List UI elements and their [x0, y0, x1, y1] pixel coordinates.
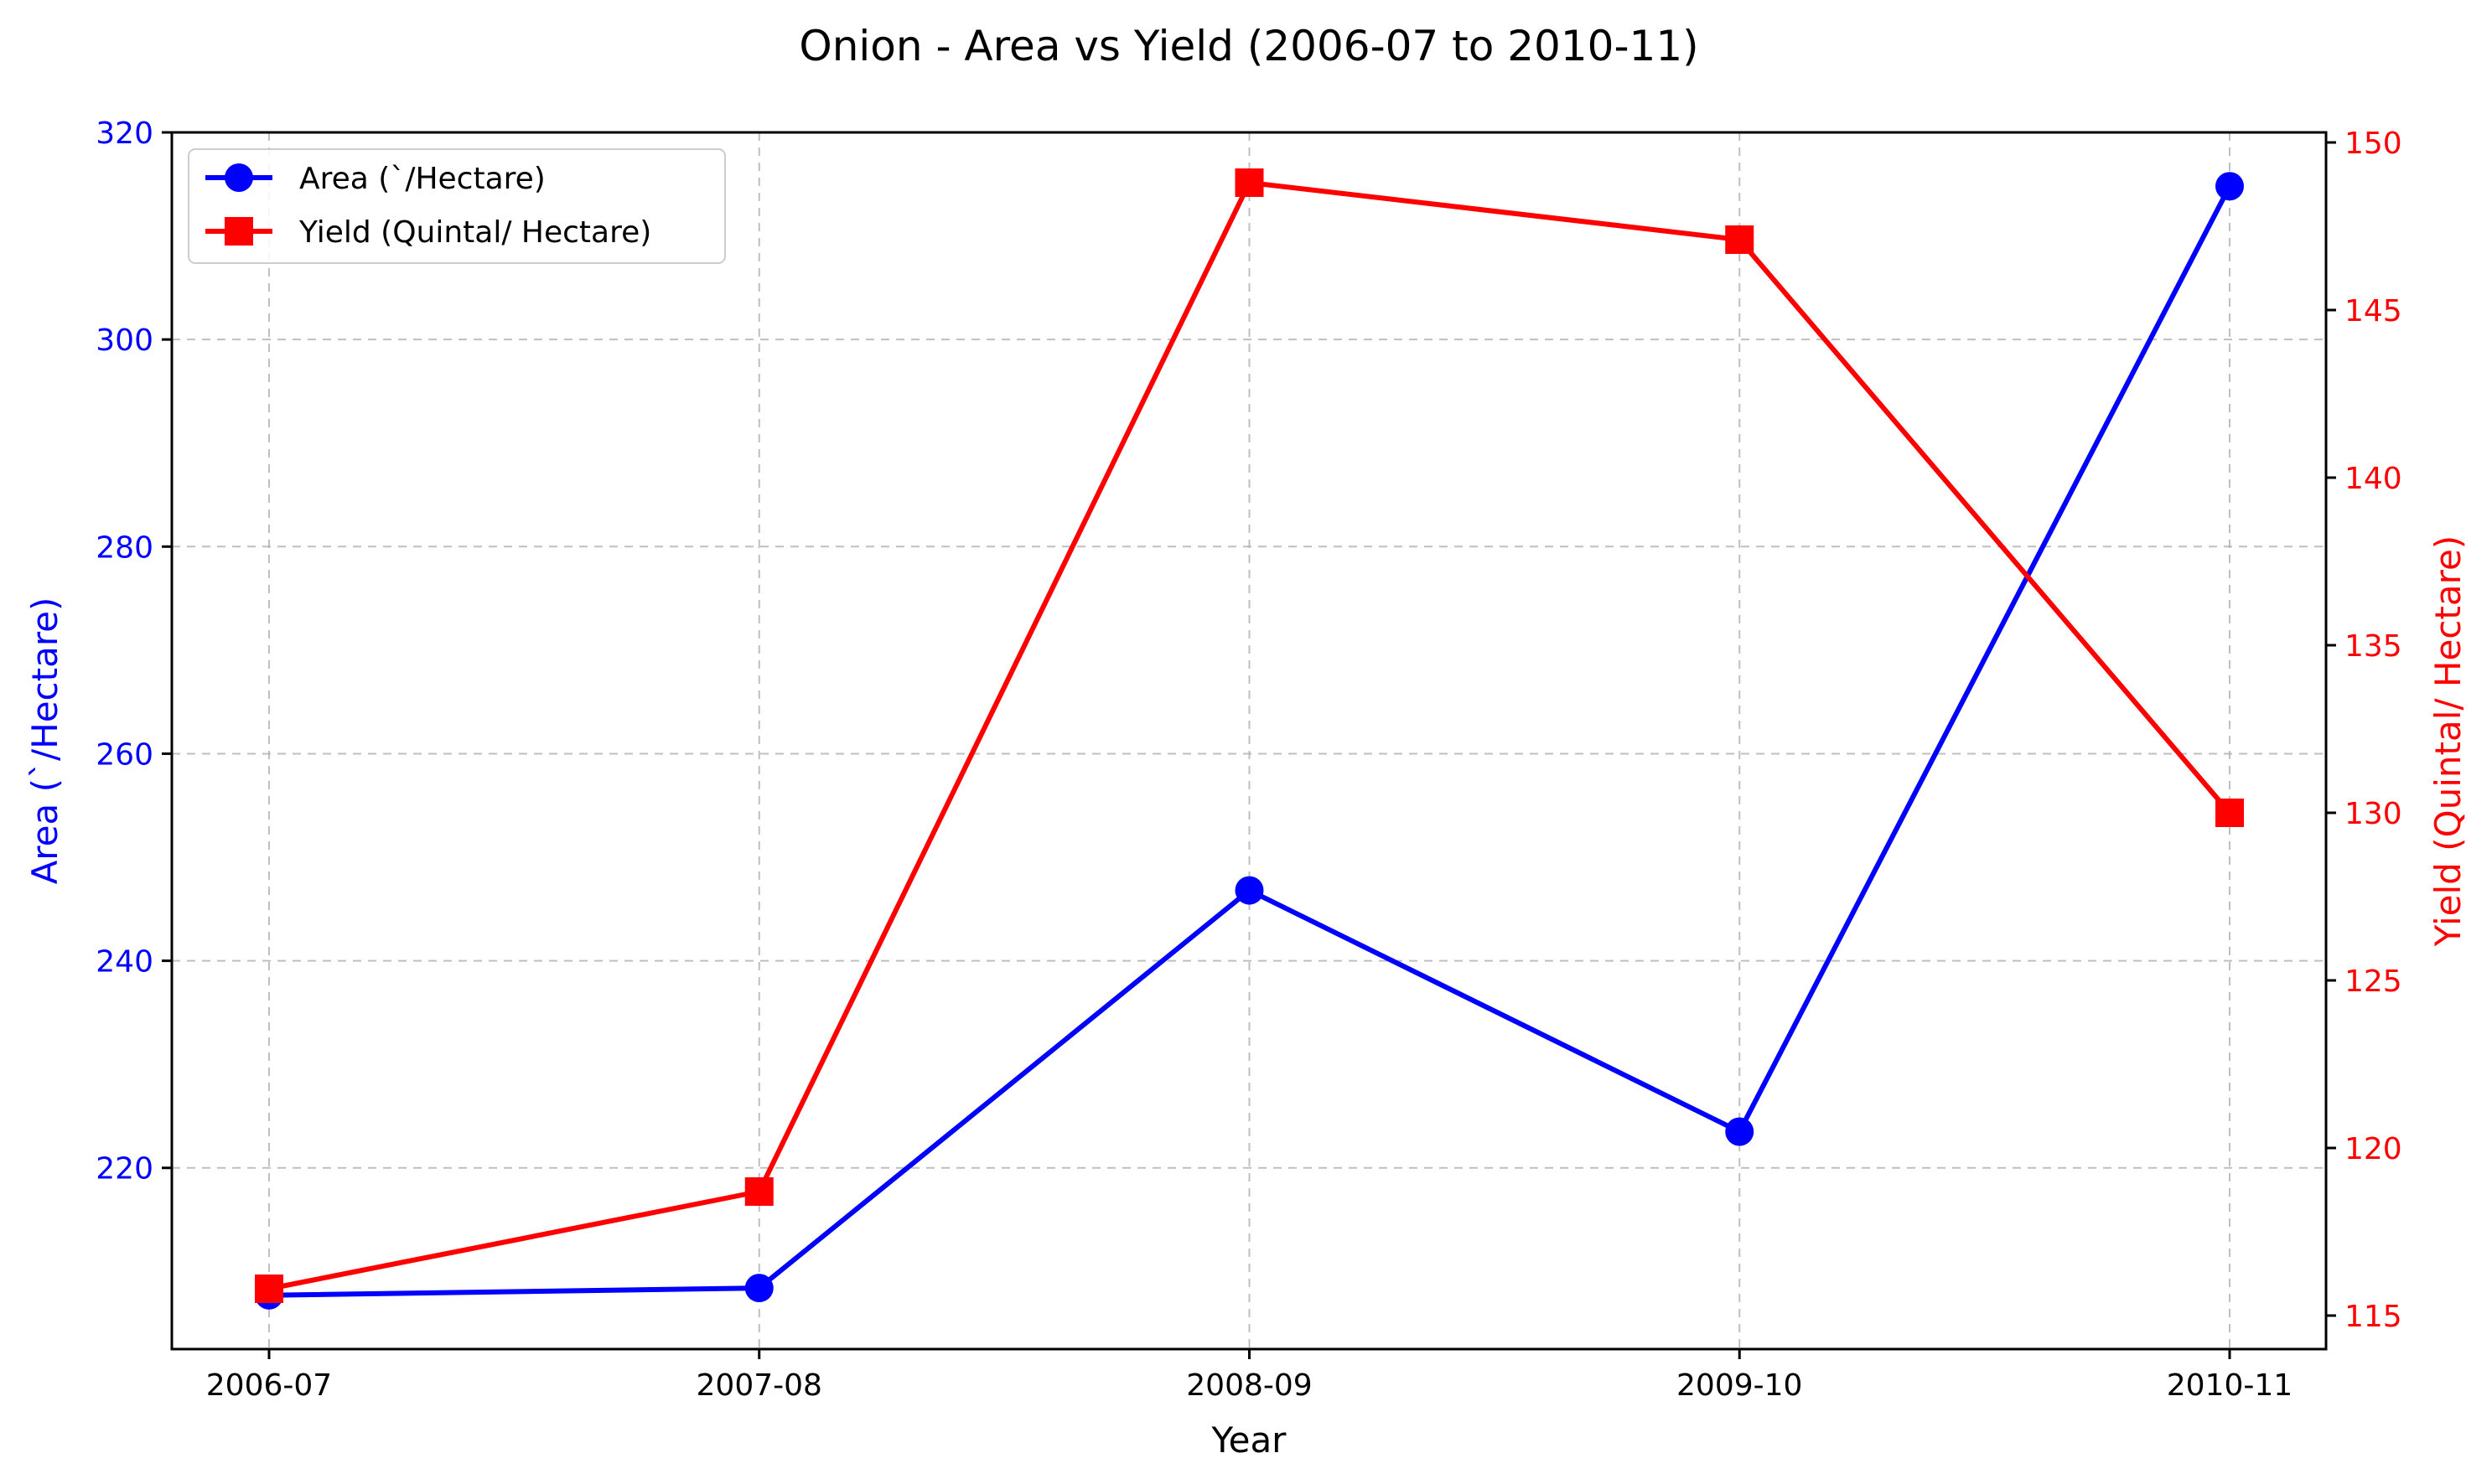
yield-data-point [255, 1275, 283, 1303]
legend-label: Yield (Quintal/ Hectare) [298, 215, 651, 250]
left-y-tick-label: 240 [96, 945, 153, 980]
legend-box [188, 148, 726, 264]
legend-label: Area (`/Hectare) [299, 162, 546, 196]
x-tick-label: 2008-09 [1186, 1368, 1312, 1403]
x-tick-label: 2010-11 [2167, 1368, 2293, 1403]
right-axis: 115 120 125 130 135 140 145 150 [2326, 127, 2402, 1334]
area-data-point [1235, 876, 1264, 905]
left-y-tick-label: 280 [96, 530, 153, 565]
x-tick-label: 2007-08 [697, 1368, 822, 1403]
right-y-tick-label: 150 [2344, 127, 2402, 161]
left-y-tick-label: 320 [96, 116, 153, 151]
x-tick-label: 2006-07 [206, 1368, 332, 1403]
yield-data-point [744, 1177, 774, 1206]
yield-data-point [1725, 225, 1754, 254]
left-y-tick-label: 260 [96, 737, 153, 772]
right-y-tick-label: 115 [2344, 1300, 2402, 1334]
chart-title: Onion - Area vs Yield (2006-07 to 2010-1… [799, 22, 1698, 70]
x-axis-title: Year [1211, 1419, 1287, 1461]
yield-data-point [1235, 168, 1264, 197]
area-data-point [744, 1274, 774, 1303]
right-y-tick-label: 130 [2344, 797, 2402, 831]
right-y-tick-label: 120 [2344, 1132, 2402, 1166]
x-tick-label: 2009-10 [1676, 1368, 1802, 1403]
left-y-tick-label: 220 [96, 1152, 153, 1187]
right-y-tick-label: 125 [2344, 964, 2402, 999]
legend-marker-square [225, 217, 253, 246]
right-y-tick-label: 140 [2344, 462, 2402, 496]
x-axis: 2006-07 2007-08 2008-09 2009-10 2010-11 [206, 1349, 2293, 1403]
area-data-point [1725, 1117, 1754, 1146]
right-y-tick-label: 135 [2344, 629, 2402, 664]
area-data-point [2215, 172, 2244, 201]
legend-marker-circle [225, 163, 253, 192]
right-y-tick-label: 145 [2344, 294, 2402, 328]
left-y-tick-label: 300 [96, 323, 153, 358]
legend: Area (`/Hectare) Yield (Quintal/ Hectare) [188, 148, 726, 264]
left-axis: 220 240 260 280 300 320 [96, 116, 172, 1187]
series-layer [255, 168, 2244, 1310]
right-axis-title: Yield (Quintal/ Hectare) [2427, 535, 2469, 947]
yield-data-point [2215, 799, 2244, 827]
left-axis-title: Area (`/Hectare) [24, 597, 65, 885]
